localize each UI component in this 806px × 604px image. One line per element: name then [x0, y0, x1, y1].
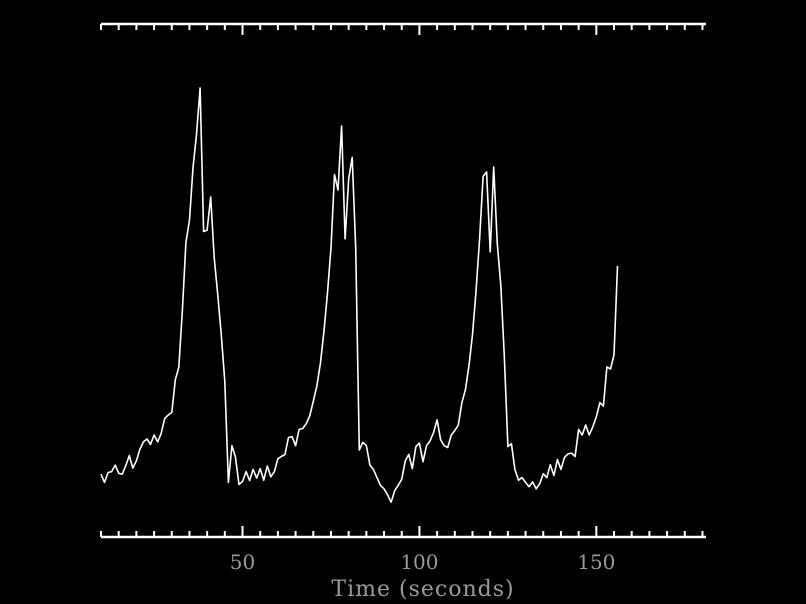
x-tick-label: 100	[400, 550, 438, 574]
x-tick-label: 50	[230, 550, 255, 574]
x-tick-label: 150	[577, 550, 615, 574]
tick-marks	[100, 24, 704, 537]
tick-labels: 50 100 150	[230, 550, 616, 574]
series-line	[100, 87, 619, 503]
x-axis-label: Time (seconds)	[331, 577, 514, 602]
